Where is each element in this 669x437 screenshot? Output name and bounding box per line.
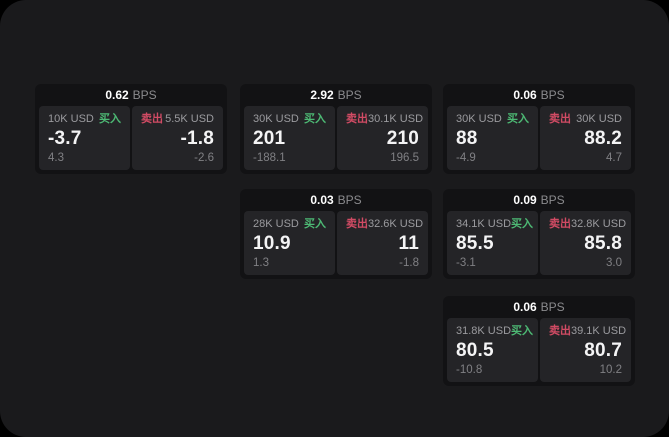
bps-value: 0.06 bbox=[513, 300, 537, 314]
quote-card: 0.09 BPS 34.1K USD 买入 85.5 -3.1 卖出 32.8K… bbox=[443, 189, 635, 279]
bps-value: 2.92 bbox=[310, 88, 334, 102]
sell-change: 4.7 bbox=[606, 152, 622, 164]
buy-change: -3.1 bbox=[456, 257, 476, 269]
quote-card: 0.06 BPS 31.8K USD 买入 80.5 -10.8 卖出 39.1… bbox=[443, 296, 635, 386]
card-header: 2.92 BPS bbox=[244, 84, 428, 106]
sell-tile[interactable]: 卖出 32.8K USD 85.8 3.0 bbox=[540, 211, 631, 275]
sell-tile[interactable]: 卖出 39.1K USD 80.7 10.2 bbox=[540, 318, 631, 382]
sell-amount: 30K USD bbox=[576, 113, 622, 125]
card-header: 0.06 BPS bbox=[447, 84, 631, 106]
sell-amount: 39.1K USD bbox=[571, 325, 627, 337]
buy-side-label: 买入 bbox=[304, 218, 326, 230]
sell-tile[interactable]: 卖出 5.5K USD -1.8 -2.6 bbox=[132, 106, 223, 170]
bps-value: 0.62 bbox=[105, 88, 129, 102]
buy-side-label: 买入 bbox=[304, 113, 326, 125]
buy-side-label: 买入 bbox=[99, 113, 121, 125]
buy-side-label: 买入 bbox=[511, 325, 534, 337]
sell-amount: 32.6K USD bbox=[368, 218, 424, 230]
quote-tiles: 34.1K USD 买入 85.5 -3.1 卖出 32.8K USD 85.8… bbox=[447, 211, 631, 275]
quote-tiles: 28K USD 买入 10.9 1.3 卖出 32.6K USD 11 -1.8 bbox=[244, 211, 428, 275]
card-header: 0.03 BPS bbox=[244, 189, 428, 211]
buy-amount: 30K USD bbox=[253, 113, 299, 125]
sell-side-label: 卖出 bbox=[346, 218, 368, 230]
buy-price: 88 bbox=[456, 127, 478, 149]
sell-price: 210 bbox=[386, 127, 419, 149]
buy-price: 10.9 bbox=[253, 232, 291, 254]
buy-change: -4.9 bbox=[456, 152, 476, 164]
sell-change: -1.8 bbox=[399, 257, 419, 269]
buy-tile[interactable]: 10K USD 买入 -3.7 4.3 bbox=[39, 106, 130, 170]
sell-change: -2.6 bbox=[194, 152, 214, 164]
sell-price: 85.8 bbox=[584, 232, 622, 254]
sell-change: 196.5 bbox=[390, 152, 419, 164]
sell-side-label: 卖出 bbox=[346, 113, 368, 125]
quote-card: 0.62 BPS 10K USD 买入 -3.7 4.3 卖出 5.5K USD… bbox=[35, 84, 227, 174]
buy-change: 1.3 bbox=[253, 257, 269, 269]
bps-unit-label: BPS bbox=[540, 88, 565, 102]
buy-amount: 10K USD bbox=[48, 113, 94, 125]
card-header: 0.06 BPS bbox=[447, 296, 631, 318]
buy-tile[interactable]: 30K USD 买入 88 -4.9 bbox=[447, 106, 538, 170]
quote-card: 2.92 BPS 30K USD 买入 201 -188.1 卖出 30.1K … bbox=[240, 84, 432, 174]
quote-tiles: 31.8K USD 买入 80.5 -10.8 卖出 39.1K USD 80.… bbox=[447, 318, 631, 382]
buy-price: 80.5 bbox=[456, 339, 494, 361]
card-header: 0.09 BPS bbox=[447, 189, 631, 211]
sell-change: 10.2 bbox=[599, 364, 622, 376]
buy-amount: 34.1K USD bbox=[456, 218, 512, 230]
buy-tile[interactable]: 31.8K USD 买入 80.5 -10.8 bbox=[447, 318, 538, 382]
bps-unit-label: BPS bbox=[337, 193, 362, 207]
sell-amount: 32.8K USD bbox=[571, 218, 627, 230]
sell-side-label: 卖出 bbox=[549, 218, 571, 230]
bps-value: 0.06 bbox=[513, 88, 537, 102]
sell-side-label: 卖出 bbox=[549, 113, 571, 125]
quote-tiles: 10K USD 买入 -3.7 4.3 卖出 5.5K USD -1.8 -2.… bbox=[39, 106, 223, 170]
buy-side-label: 买入 bbox=[511, 218, 534, 230]
quote-card: 0.06 BPS 30K USD 买入 88 -4.9 卖出 30K USD 8… bbox=[443, 84, 635, 174]
buy-amount: 30K USD bbox=[456, 113, 502, 125]
card-header: 0.62 BPS bbox=[39, 84, 223, 106]
buy-amount: 31.8K USD bbox=[456, 325, 512, 337]
buy-tile[interactable]: 30K USD 买入 201 -188.1 bbox=[244, 106, 335, 170]
buy-change: -10.8 bbox=[456, 364, 483, 376]
sell-price: 80.7 bbox=[584, 339, 622, 361]
quote-tiles: 30K USD 买入 88 -4.9 卖出 30K USD 88.2 4.7 bbox=[447, 106, 631, 170]
bps-value: 0.09 bbox=[513, 193, 537, 207]
buy-change: -188.1 bbox=[253, 152, 286, 164]
sell-price: 88.2 bbox=[584, 127, 622, 149]
bps-unit-label: BPS bbox=[540, 300, 565, 314]
buy-price: 201 bbox=[253, 127, 286, 149]
quote-tiles: 30K USD 买入 201 -188.1 卖出 30.1K USD 210 1… bbox=[244, 106, 428, 170]
buy-side-label: 买入 bbox=[507, 113, 529, 125]
buy-tile[interactable]: 34.1K USD 买入 85.5 -3.1 bbox=[447, 211, 538, 275]
sell-change: 3.0 bbox=[606, 257, 622, 269]
sell-side-label: 卖出 bbox=[549, 325, 571, 337]
buy-change: 4.3 bbox=[48, 152, 64, 164]
buy-price: 85.5 bbox=[456, 232, 494, 254]
sell-amount: 30.1K USD bbox=[368, 113, 424, 125]
sell-tile[interactable]: 卖出 30.1K USD 210 196.5 bbox=[337, 106, 428, 170]
bps-unit-label: BPS bbox=[132, 88, 157, 102]
sell-amount: 5.5K USD bbox=[165, 113, 214, 125]
sell-tile[interactable]: 卖出 30K USD 88.2 4.7 bbox=[540, 106, 631, 170]
bps-unit-label: BPS bbox=[540, 193, 565, 207]
bps-value: 0.03 bbox=[310, 193, 334, 207]
bps-unit-label: BPS bbox=[337, 88, 362, 102]
buy-price: -3.7 bbox=[48, 127, 82, 149]
buy-tile[interactable]: 28K USD 买入 10.9 1.3 bbox=[244, 211, 335, 275]
sell-price: 11 bbox=[398, 232, 419, 254]
sell-tile[interactable]: 卖出 32.6K USD 11 -1.8 bbox=[337, 211, 428, 275]
sell-side-label: 卖出 bbox=[141, 113, 163, 125]
buy-amount: 28K USD bbox=[253, 218, 299, 230]
sell-price: -1.8 bbox=[180, 127, 214, 149]
quote-card: 0.03 BPS 28K USD 买入 10.9 1.3 卖出 32.6K US… bbox=[240, 189, 432, 279]
